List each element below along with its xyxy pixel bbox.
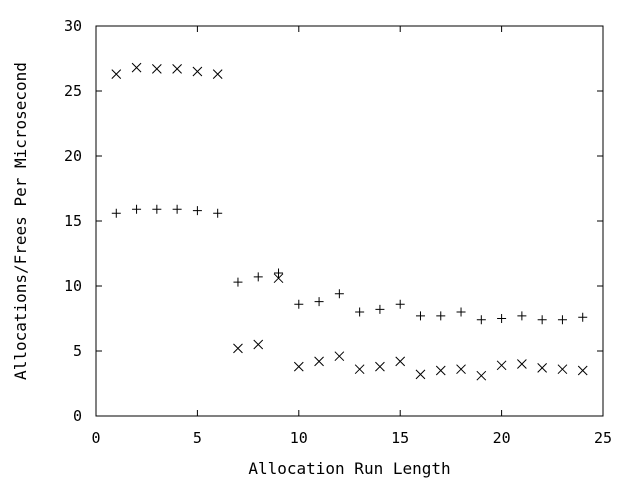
cross-point (172, 64, 182, 74)
x-axis-label: Allocation Run Length (248, 459, 450, 478)
cross-point (151, 64, 162, 74)
cross-point (496, 360, 507, 371)
cross-point (435, 365, 446, 376)
plus-point (172, 204, 182, 214)
cross-point (537, 363, 548, 373)
plus-point (456, 307, 466, 317)
cross-point (476, 370, 487, 381)
plot-frame (95, 25, 604, 417)
plus-point (355, 307, 365, 317)
y-tick-label: 0 (73, 407, 82, 425)
plus-point (253, 272, 263, 282)
plus-point (497, 314, 507, 323)
cross-point (354, 364, 365, 375)
cross-point (253, 339, 264, 350)
plus-point (274, 268, 284, 278)
plus-point (517, 311, 527, 321)
cross-point (233, 343, 243, 354)
cross-point (456, 364, 466, 375)
x-tick-label: 15 (391, 429, 409, 447)
plus-point (233, 277, 243, 287)
cross-point (131, 62, 142, 73)
tick-labels: 0 5 10 15 20 25 0 5 10 15 20 25 30 (64, 17, 612, 447)
plus-point (294, 299, 304, 309)
cross-point (517, 359, 527, 369)
plus-point (192, 206, 202, 216)
x-tick-label: 20 (493, 429, 511, 447)
cross-point (395, 356, 406, 367)
cross-point (192, 66, 203, 77)
plus-point (476, 315, 486, 325)
x-tick-label: 25 (594, 429, 612, 447)
y-tick-label: 15 (64, 212, 82, 230)
plus-point (111, 208, 121, 218)
cross-point (273, 273, 284, 284)
x-tick-label: 0 (91, 429, 100, 447)
cross-point (293, 361, 304, 372)
cross-point (111, 69, 122, 79)
data-marks (111, 62, 588, 381)
cross-point (314, 356, 324, 367)
plus-point (537, 315, 547, 325)
axis-ticks (95, 25, 604, 417)
cross-point (375, 361, 385, 372)
cross-point (415, 369, 426, 380)
plus-point (578, 312, 588, 322)
x-tick-label: 5 (193, 429, 202, 447)
y-axis-label: Allocations/Frees Per Microsecond (11, 62, 30, 380)
y-tick-label: 10 (64, 277, 82, 295)
cross-point (212, 69, 223, 79)
plus-point (415, 311, 425, 321)
y-tick-label: 5 (73, 342, 82, 360)
plus-point (213, 208, 223, 218)
y-tick-label: 25 (64, 82, 82, 100)
cross-point (557, 364, 568, 375)
y-tick-label: 20 (64, 147, 82, 165)
plus-point (314, 297, 324, 307)
plus-point (334, 289, 344, 299)
plus-point (152, 204, 162, 214)
y-tick-label: 30 (64, 17, 82, 35)
plus-point (375, 304, 385, 314)
cross-point (334, 351, 345, 362)
plus-point (557, 315, 567, 325)
x-tick-label: 10 (290, 429, 308, 447)
plus-point (395, 299, 405, 309)
plus-point (436, 311, 446, 321)
cross-point (577, 365, 588, 376)
plus-point (132, 204, 142, 214)
